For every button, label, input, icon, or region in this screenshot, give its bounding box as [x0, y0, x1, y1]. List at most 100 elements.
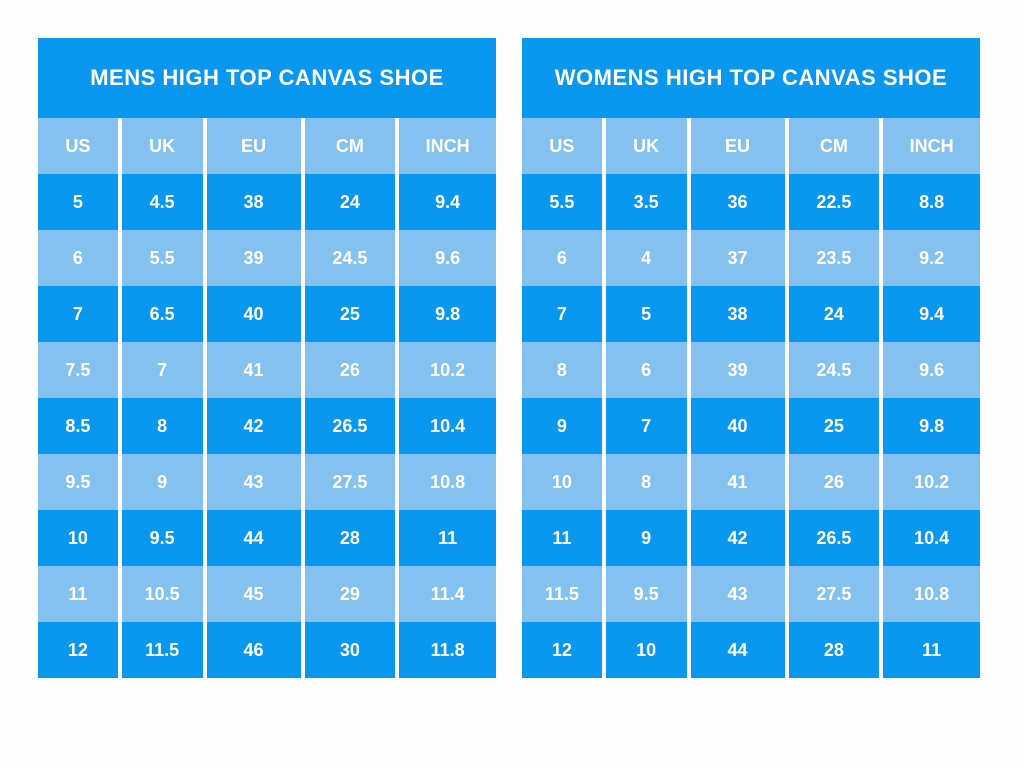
table-cell: 12: [522, 622, 606, 678]
table-cell: 10.4: [399, 398, 496, 454]
table-cell: 26.5: [788, 510, 884, 566]
table-cell: 28: [304, 510, 400, 566]
table-cell: 26.5: [304, 398, 400, 454]
table-cell: 46: [206, 622, 305, 678]
table-cell: 5: [38, 174, 122, 230]
column-header: INCH: [399, 118, 496, 174]
table-row: 9 7 40 25 9.8: [522, 398, 980, 454]
table-cell: 24: [788, 286, 884, 342]
table-cell: 9.5: [121, 510, 207, 566]
table-cell: 11.5: [121, 622, 207, 678]
table-cell: 11.8: [399, 622, 496, 678]
table-cell: 9.4: [399, 174, 496, 230]
table-cell: 8.8: [883, 174, 980, 230]
table-cell: 7: [522, 286, 606, 342]
table-cell: 10: [605, 622, 691, 678]
table-row: 10 8 41 26 10.2: [522, 454, 980, 510]
table-cell: 6: [38, 230, 122, 286]
table-cell: 24.5: [788, 342, 884, 398]
table-cell: 39: [206, 230, 305, 286]
table-cell: 11: [522, 510, 606, 566]
table-cell: 10.8: [883, 566, 980, 622]
table-cell: 41: [206, 342, 305, 398]
table-header-row: US UK EU CM INCH: [38, 118, 496, 174]
table-cell: 42: [206, 398, 305, 454]
column-header: EU: [690, 118, 789, 174]
table-cell: 43: [690, 566, 789, 622]
table-row: 12 11.5 46 30 11.8: [38, 622, 496, 678]
table-row: 8 6 39 24.5 9.6: [522, 342, 980, 398]
table-cell: 45: [206, 566, 305, 622]
column-header: UK: [605, 118, 691, 174]
table-cell: 10.8: [399, 454, 496, 510]
size-table-womens: WOMENS HIGH TOP CANVAS SHOE US UK EU CM INCH…: [522, 38, 980, 678]
table-cell: 41: [690, 454, 789, 510]
table-cell: 9.6: [883, 342, 980, 398]
table-cell: 9.6: [399, 230, 496, 286]
table-cell: 38: [690, 286, 789, 342]
table-title: MENS HIGH TOP CANVAS SHOE: [38, 38, 496, 118]
table-cell: 10.2: [883, 454, 980, 510]
column-header: INCH: [883, 118, 980, 174]
table-body: 5.5 3.5 36 22.5 8.8 6 4 37 23.5 9.2 7 5 38 24 9.4 8 6 39 2…: [522, 174, 980, 678]
table-cell: 22.5: [788, 174, 884, 230]
table-row: 11 10.5 45 29 11.4: [38, 566, 496, 622]
table-row: 10 9.5 44 28 11: [38, 510, 496, 566]
table-title: WOMENS HIGH TOP CANVAS SHOE: [522, 38, 980, 118]
table-row: 7.5 7 41 26 10.2: [38, 342, 496, 398]
table-cell: 10: [522, 454, 606, 510]
table-cell: 7: [605, 398, 691, 454]
table-row: 8.5 8 42 26.5 10.4: [38, 398, 496, 454]
table-cell: 44: [690, 622, 789, 678]
table-cell: 9.8: [399, 286, 496, 342]
table-cell: 8: [121, 398, 207, 454]
table-cell: 27.5: [304, 454, 400, 510]
table-cell: 9: [522, 398, 606, 454]
table-cell: 9.5: [38, 454, 122, 510]
table-cell: 9: [121, 454, 207, 510]
table-cell: 9.8: [883, 398, 980, 454]
column-header: CM: [788, 118, 884, 174]
table-cell: 29: [304, 566, 400, 622]
table-cell: 12: [38, 622, 122, 678]
table-row: 7 5 38 24 9.4: [522, 286, 980, 342]
table-cell: 4.5: [121, 174, 207, 230]
table-cell: 40: [206, 286, 305, 342]
table-cell: 11: [38, 566, 122, 622]
table-cell: 6.5: [121, 286, 207, 342]
column-header: EU: [206, 118, 305, 174]
table-cell: 26: [788, 454, 884, 510]
table-row: 5.5 3.5 36 22.5 8.8: [522, 174, 980, 230]
column-header: US: [38, 118, 122, 174]
table-cell: 30: [304, 622, 400, 678]
table-cell: 8: [522, 342, 606, 398]
column-header: CM: [304, 118, 400, 174]
table-cell: 6: [522, 230, 606, 286]
table-cell: 5: [605, 286, 691, 342]
table-cell: 27.5: [788, 566, 884, 622]
table-cell: 11: [883, 622, 980, 678]
table-cell: 5.5: [121, 230, 207, 286]
table-cell: 25: [304, 286, 400, 342]
table-cell: 40: [690, 398, 789, 454]
table-row: 6 5.5 39 24.5 9.6: [38, 230, 496, 286]
table-row: 5 4.5 38 24 9.4: [38, 174, 496, 230]
table-cell: 7: [38, 286, 122, 342]
table-cell: 6: [605, 342, 691, 398]
table-row: 11.5 9.5 43 27.5 10.8: [522, 566, 980, 622]
column-header: US: [522, 118, 606, 174]
table-cell: 26: [304, 342, 400, 398]
table-cell: 23.5: [788, 230, 884, 286]
size-table-mens: MENS HIGH TOP CANVAS SHOE US UK EU CM INCH 5…: [38, 38, 496, 678]
table-row: 6 4 37 23.5 9.2: [522, 230, 980, 286]
table-cell: 44: [206, 510, 305, 566]
table-cell: 11.5: [522, 566, 606, 622]
table-cell: 28: [788, 622, 884, 678]
table-cell: 36: [690, 174, 789, 230]
table-cell: 10.5: [121, 566, 207, 622]
table-cell: 7: [121, 342, 207, 398]
table-cell: 10.2: [399, 342, 496, 398]
table-cell: 9: [605, 510, 691, 566]
table-cell: 4: [605, 230, 691, 286]
